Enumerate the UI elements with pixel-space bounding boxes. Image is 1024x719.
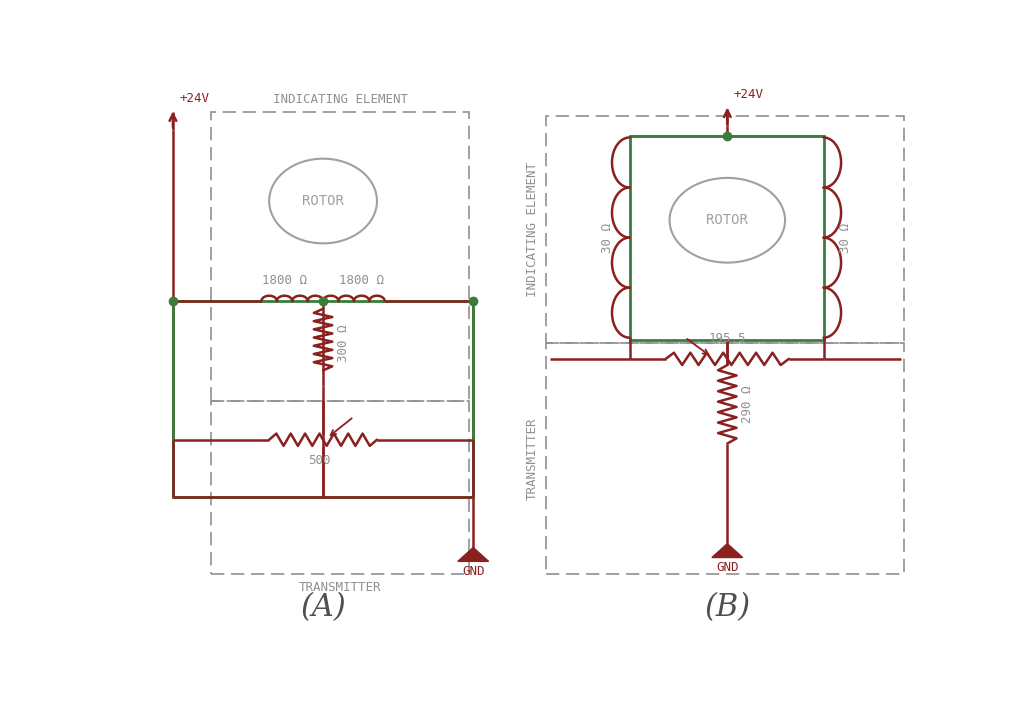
Text: 1800 Ω: 1800 Ω	[262, 274, 307, 288]
Bar	[547, 116, 904, 344]
Text: GND: GND	[716, 562, 738, 574]
Text: 290 Ω: 290 Ω	[741, 385, 754, 423]
Text: 1800 Ω: 1800 Ω	[339, 274, 384, 288]
Bar	[173, 301, 473, 498]
Text: 500: 500	[308, 454, 331, 467]
Text: 30 Ω: 30 Ω	[601, 223, 614, 252]
Text: (B): (B)	[705, 592, 751, 623]
Text: ROTOR: ROTOR	[707, 214, 749, 227]
Text: (A): (A)	[300, 592, 346, 623]
Text: TRANSMITTER: TRANSMITTER	[525, 418, 539, 500]
Text: INDICATING ELEMENT: INDICATING ELEMENT	[272, 93, 408, 106]
Text: 195.5: 195.5	[709, 332, 746, 345]
Text: TRANSMITTER: TRANSMITTER	[299, 581, 382, 594]
Bar	[211, 112, 469, 401]
Bar	[547, 344, 904, 574]
Polygon shape	[458, 547, 488, 562]
Text: ROTOR: ROTOR	[302, 194, 344, 208]
Text: 30 Ω: 30 Ω	[839, 223, 852, 252]
Bar	[630, 136, 823, 339]
Polygon shape	[712, 544, 742, 557]
Text: +24V: +24V	[733, 88, 764, 101]
Text: GND: GND	[462, 565, 484, 578]
Bar	[211, 401, 469, 574]
Text: +24V: +24V	[179, 92, 209, 105]
Text: INDICATING ELEMENT: INDICATING ELEMENT	[525, 162, 539, 298]
Text: 300 Ω: 300 Ω	[337, 325, 350, 362]
